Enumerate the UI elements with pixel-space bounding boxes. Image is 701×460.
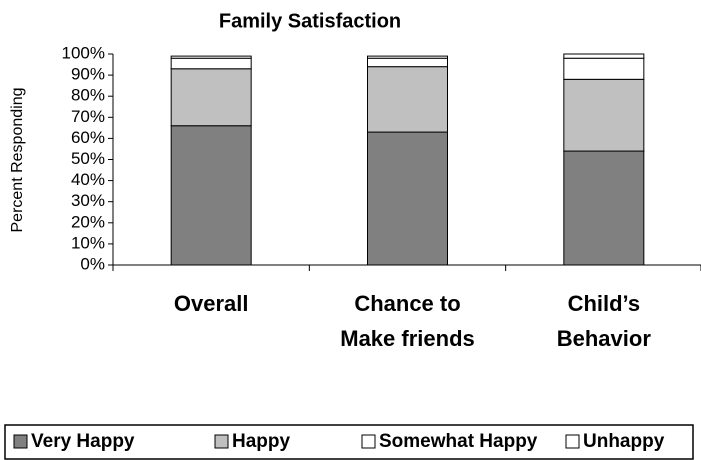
legend-swatch (214, 434, 229, 449)
legend-label: Happy (232, 431, 291, 452)
bar-segment (170, 55, 252, 59)
x-tick-label-line: Make friends (340, 326, 475, 351)
y-tick-label: 0% (80, 254, 105, 273)
y-tick-label: 100% (62, 43, 105, 62)
bar-segment (367, 66, 448, 133)
x-tick-label: Child’s Behavior (557, 291, 652, 351)
bar-segment (367, 131, 448, 266)
legend-label: Very Happy (31, 431, 135, 452)
y-tick-label: 80% (71, 86, 105, 105)
y-tick-label: 60% (71, 128, 105, 147)
y-tick-label: 20% (71, 212, 105, 231)
x-tick-label-line: Overall (174, 291, 249, 316)
y-tick-label: 40% (71, 170, 105, 189)
y-axis-label: Percent Responding (9, 88, 26, 233)
y-tick-label: 50% (71, 149, 105, 168)
x-tick-label-line: Child’s (568, 291, 641, 316)
legend-label: Unhappy (583, 431, 665, 452)
y-tick-label: 30% (71, 191, 105, 210)
y-tick-label: 70% (71, 107, 105, 126)
chart-title: Family Satisfaction (219, 10, 401, 32)
bar-segment (367, 55, 448, 59)
bar-segment (563, 53, 645, 59)
bar-segment (563, 150, 645, 266)
bar-segment (170, 57, 252, 70)
x-tick-label: Chance to Make friends (340, 291, 475, 351)
x-tick-label: Overall (174, 291, 249, 316)
bar-segment (367, 57, 448, 68)
legend-label: Somewhat Happy (379, 431, 538, 452)
legend-swatch (565, 434, 580, 449)
bar-segment (170, 68, 252, 127)
y-tick-label: 10% (71, 233, 105, 252)
x-tick-label-line: Chance to (354, 291, 460, 316)
bar-segment (170, 125, 252, 266)
bar-segment (563, 78, 645, 152)
legend-swatch (13, 434, 28, 449)
x-tick-label-line: Behavior (557, 326, 652, 351)
y-tick-label: 90% (71, 65, 105, 84)
legend-swatch (361, 434, 376, 449)
bar-segment (563, 57, 645, 80)
